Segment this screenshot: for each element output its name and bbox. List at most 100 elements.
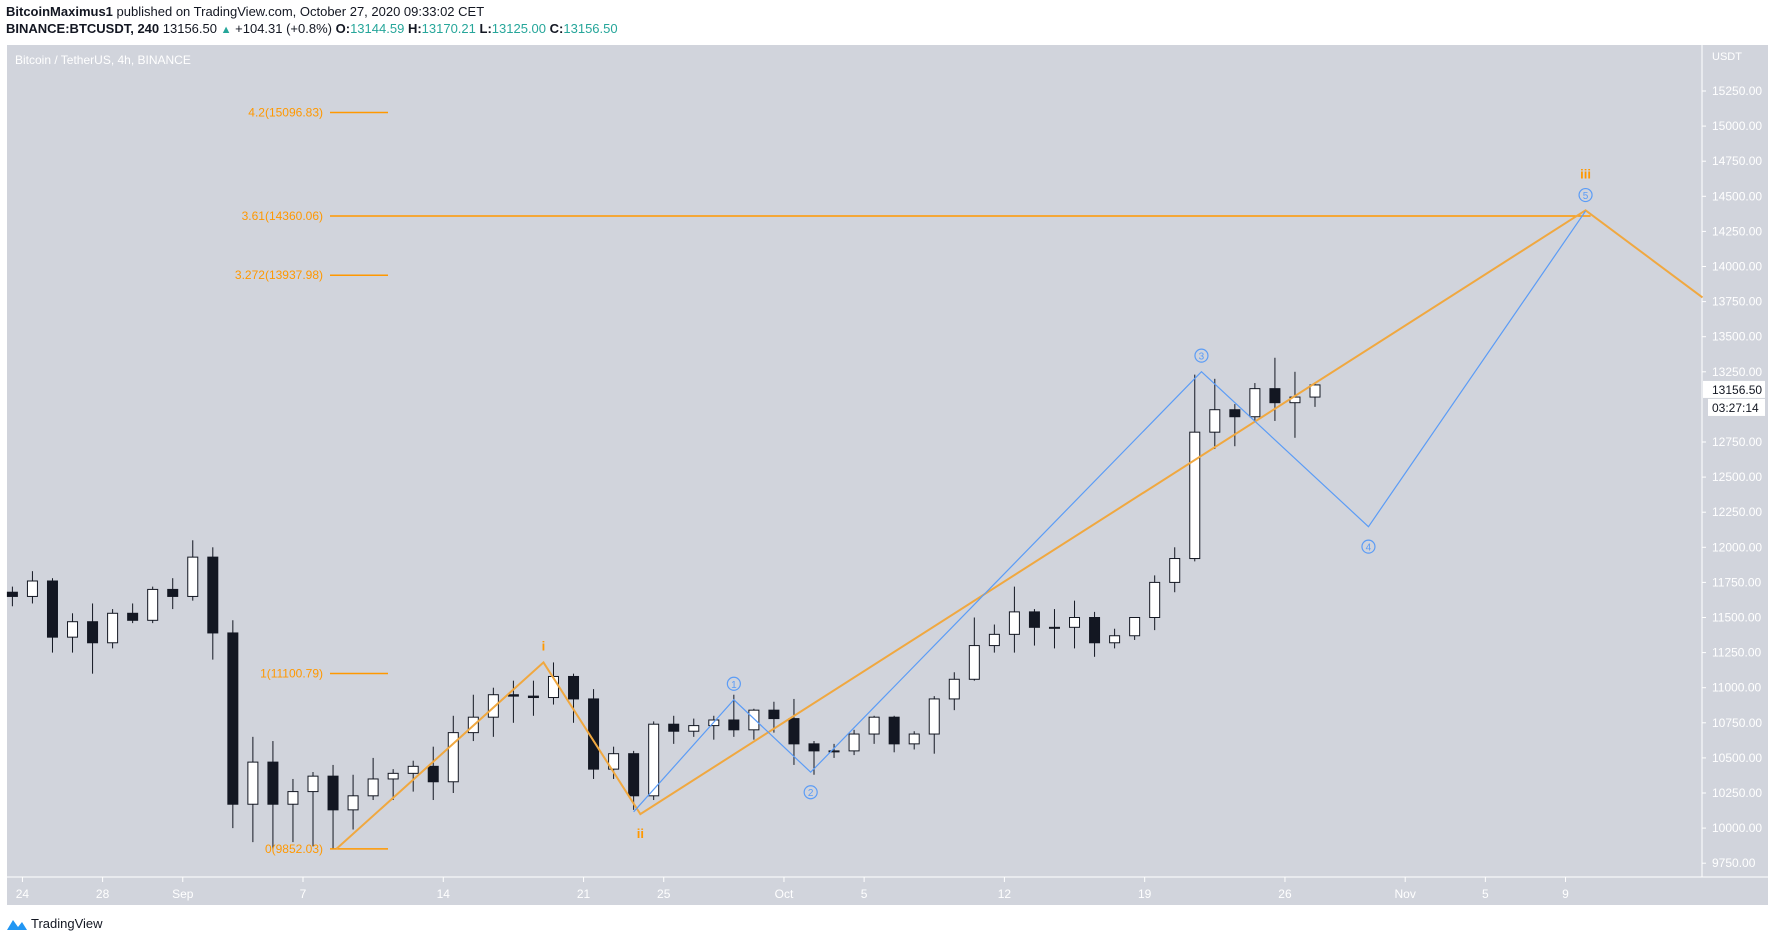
time-axis[interactable]: 24 28 Sep 7 14 21 25 Oct 5 12 19 26 Nov 5 9 <box>16 877 1569 901</box>
time-tick-label: 5 <box>1482 887 1489 901</box>
wave-label-4: 4 <box>1366 543 1372 554</box>
candle-body-up <box>1309 384 1321 398</box>
candle-body-up <box>147 588 159 621</box>
candle-body-up <box>868 716 880 735</box>
price-tick-label: 10500.00 <box>1712 751 1762 765</box>
candle <box>1269 357 1281 421</box>
candle <box>1008 586 1020 653</box>
low-label: L: <box>479 21 492 36</box>
time-tick-label: 14 <box>437 887 451 901</box>
candle-body-down <box>788 718 800 745</box>
low-value: 13125.00 <box>491 21 547 36</box>
candle <box>1048 609 1060 649</box>
candle <box>6 586 18 607</box>
candle <box>167 578 179 610</box>
price-tick-label: 11000.00 <box>1712 681 1761 695</box>
candle <box>648 721 660 801</box>
candle-body-down <box>167 588 179 597</box>
candle <box>407 760 419 792</box>
time-tick-label: 24 <box>16 887 30 901</box>
time-tick-label: 12 <box>998 887 1012 901</box>
candle <box>1249 383 1261 423</box>
wave-label-3: 3 <box>1199 352 1205 363</box>
time-tick-label: 19 <box>1138 887 1152 901</box>
price-tick-label: 9750.00 <box>1712 856 1756 870</box>
chart-background <box>7 45 1768 905</box>
candle-body-up <box>387 772 399 780</box>
fib-level-label: 0(9852.03) <box>265 842 323 856</box>
candle <box>1229 404 1241 447</box>
candle <box>347 774 359 830</box>
price-tick-label: 14750.00 <box>1712 154 1762 168</box>
price-tick-label: 13750.00 <box>1712 295 1762 309</box>
blue-wave-line[interactable] <box>633 210 1587 813</box>
price-tick-label: 11500.00 <box>1712 611 1761 625</box>
last-price-marker: 13156.50 03:27:14 <box>1703 380 1765 416</box>
candle <box>1189 374 1201 562</box>
candle-body-up <box>107 612 119 644</box>
candle <box>628 750 640 810</box>
price-tick-label: 14000.00 <box>1712 260 1762 274</box>
tradingview-logo-icon <box>7 919 27 930</box>
candle <box>87 603 99 674</box>
price-change: +104.31 (+0.8%) <box>235 21 332 36</box>
up-arrow-icon: ▲ <box>220 24 232 36</box>
candle <box>728 694 740 737</box>
wave-label-i: i <box>542 638 546 653</box>
candle-body-down <box>628 753 640 797</box>
candle-body-up <box>828 750 840 753</box>
brand-name: TradingView <box>31 916 103 931</box>
candle <box>127 603 139 624</box>
time-tick-label: 5 <box>861 887 868 901</box>
candle-body-down <box>1089 617 1101 644</box>
candle-body-down <box>1229 409 1241 418</box>
orange-wave-line[interactable] <box>335 209 1704 850</box>
candle-body-up <box>748 709 760 731</box>
candle <box>828 743 840 758</box>
candle-body-down <box>768 709 780 720</box>
fib-level-label: 4.2(15096.83) <box>248 106 323 120</box>
price-axis[interactable]: 15250.00 15000.00 14750.00 14500.00 14250.00… <box>1702 84 1762 870</box>
wave-label-circle <box>1361 539 1376 554</box>
candle-body-down <box>327 775 339 811</box>
time-tick-label: Sep <box>172 887 194 901</box>
candle <box>768 701 780 733</box>
currency-label: USDT <box>1712 51 1742 63</box>
fib-level-label: 3.61(14360.06) <box>242 209 323 223</box>
candle <box>367 757 379 801</box>
candle-body-down <box>808 743 820 752</box>
candle-body-up <box>968 645 980 680</box>
candle <box>888 715 900 753</box>
candle <box>848 729 860 756</box>
candle <box>267 741 279 850</box>
candle-body-up <box>307 775 319 793</box>
candle <box>107 609 119 649</box>
close-value: 13156.50 <box>563 21 618 36</box>
candle-body-down <box>427 765 439 783</box>
time-tick-label: 26 <box>1278 887 1292 901</box>
candle-body-up <box>447 732 459 783</box>
candle-body-up <box>648 723 660 797</box>
last-price: 13156.50 <box>162 21 217 36</box>
wave-label-circle <box>803 785 818 800</box>
tradingview-logo[interactable]: TradingView <box>6 916 103 931</box>
time-tick-label: Oct <box>775 887 794 901</box>
open-label: O: <box>335 21 351 36</box>
candle <box>968 617 980 681</box>
price-tick-label: 10750.00 <box>1712 716 1762 730</box>
close-label: C: <box>549 21 564 36</box>
candle <box>1149 575 1161 631</box>
candle <box>948 672 960 711</box>
fib-extension[interactable]: 4.2(15096.83) 3.61(14360.06) 3.272(13937.9… <box>235 106 1591 856</box>
wave-label-ii: ii <box>637 826 644 841</box>
publish-info: BitcoinMaximus1 published on TradingView… <box>6 4 484 19</box>
candle <box>307 771 319 847</box>
candle-body-up <box>848 733 860 752</box>
candle-body-down <box>267 761 279 805</box>
candle <box>1129 617 1141 640</box>
high-label: H: <box>407 21 422 36</box>
author[interactable]: BitcoinMaximus1 <box>6 4 113 19</box>
candle-body-up <box>1169 558 1181 583</box>
